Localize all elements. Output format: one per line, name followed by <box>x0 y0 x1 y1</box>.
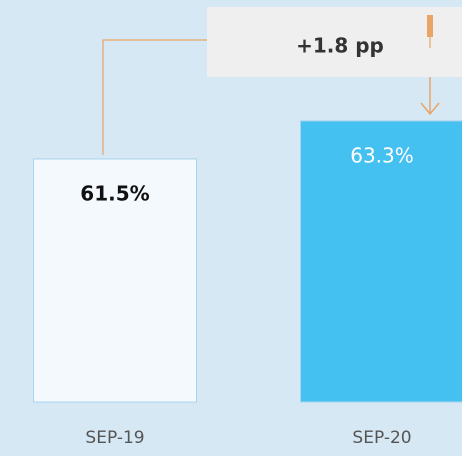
arrow-head <box>420 102 440 116</box>
annotation-box <box>207 7 462 77</box>
value-label: 63.3% <box>350 143 414 167</box>
connector-line <box>102 39 207 155</box>
annotation: +1.8 pp <box>296 34 384 58</box>
value-label: 61.5% <box>80 181 149 205</box>
arrow-marker <box>427 15 433 37</box>
bar <box>33 158 197 403</box>
x-tick-label: SEP-20 <box>352 428 411 448</box>
x-tick-label: SEP-19 <box>85 428 144 448</box>
bar <box>300 120 462 403</box>
